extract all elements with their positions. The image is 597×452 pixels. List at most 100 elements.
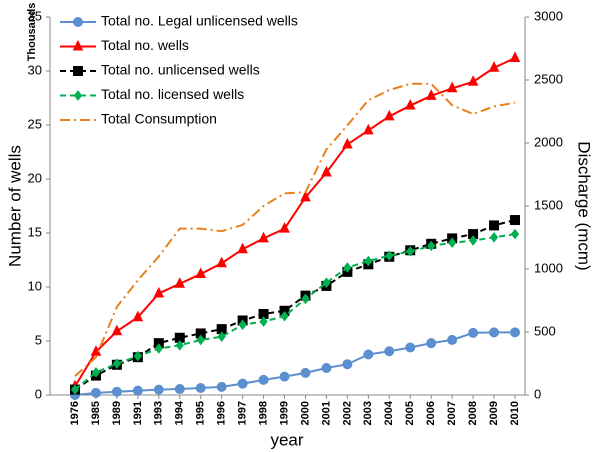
- series-line: [74, 219, 516, 391]
- data-point: [342, 137, 353, 149]
- x-tick-label: 1997: [237, 401, 249, 425]
- series-line: [74, 233, 516, 391]
- y2-tick-label: 2000: [534, 134, 563, 149]
- data-point: [363, 123, 374, 135]
- data-point: [237, 378, 248, 389]
- legend-marker: [73, 66, 83, 76]
- data-point: [279, 371, 290, 382]
- y-tick-label: 35: [28, 8, 42, 23]
- data-point: [489, 327, 500, 338]
- data-point: [385, 250, 394, 261]
- data-point: [363, 349, 374, 360]
- x-tick-label: 1989: [111, 401, 123, 425]
- y-tick-label: 0: [35, 386, 42, 401]
- data-point: [446, 81, 458, 93]
- data-point: [300, 367, 311, 378]
- y-tick-label: 15: [28, 224, 42, 239]
- x-axis-title: year: [270, 430, 303, 449]
- data-point: [383, 109, 395, 121]
- data-point: [279, 222, 290, 233]
- data-point: [364, 255, 373, 267]
- legend-marker: [73, 17, 83, 27]
- data-point: [216, 256, 227, 268]
- data-point: [133, 350, 142, 362]
- data-point: [427, 240, 436, 252]
- data-point: [91, 367, 101, 378]
- y-tick-label: 5: [35, 332, 42, 347]
- legend-label: Total no. Legal unlicensed wells: [101, 13, 298, 29]
- data-point: [406, 246, 415, 257]
- data-point: [175, 340, 184, 351]
- x-tick-label: 2001: [320, 401, 332, 425]
- data-point: [425, 89, 437, 100]
- data-point: [154, 343, 163, 354]
- data-point: [468, 235, 478, 246]
- x-tick-label: 2007: [446, 401, 458, 425]
- data-point: [153, 286, 165, 298]
- x-tick-label: 1999: [278, 401, 290, 425]
- data-point: [404, 98, 416, 110]
- x-tick-label: 2010: [509, 401, 521, 425]
- x-tick-label: 2004: [383, 400, 395, 425]
- data-point: [258, 231, 269, 243]
- data-point: [489, 232, 499, 243]
- y2-tick-label: 2500: [534, 71, 563, 86]
- data-point: [342, 359, 353, 370]
- x-tick-label: 1996: [216, 401, 228, 425]
- data-point: [510, 215, 520, 226]
- data-point: [132, 385, 143, 396]
- data-point: [384, 346, 395, 357]
- data-point: [196, 334, 205, 346]
- x-tick-label: 1991: [132, 401, 144, 425]
- data-point: [510, 327, 520, 338]
- y2-axis-title: Discharge (mcm): [575, 141, 594, 270]
- y2-tick-label: 1000: [534, 260, 563, 275]
- data-point: [258, 374, 269, 385]
- data-point: [237, 242, 248, 254]
- y2-tick-label: 3000: [534, 8, 563, 23]
- y-axis-title: Number of wells: [5, 145, 24, 267]
- y2-tick-label: 500: [534, 323, 556, 338]
- data-point: [90, 387, 101, 398]
- legend-label: Total no. wells: [101, 37, 189, 53]
- data-point: [153, 384, 164, 395]
- data-point: [489, 220, 500, 231]
- data-point: [300, 190, 311, 202]
- data-point: [112, 358, 122, 369]
- x-tick-label: 2003: [362, 401, 374, 425]
- y2-tick-label: 0: [534, 386, 541, 401]
- data-point: [488, 61, 500, 72]
- x-tick-label: 2000: [299, 401, 311, 425]
- data-point: [509, 51, 521, 63]
- x-tick-label: 2006: [425, 401, 437, 425]
- series-line: [74, 82, 516, 377]
- data-point: [321, 363, 332, 373]
- x-tick-label: 2002: [341, 401, 353, 425]
- x-tick-label: 1993: [153, 401, 165, 425]
- data-point: [468, 327, 479, 338]
- data-point: [259, 316, 268, 327]
- x-tick-label: 2009: [488, 401, 500, 425]
- data-point: [467, 75, 479, 86]
- data-point: [322, 277, 331, 288]
- y-tick-label: 10: [28, 278, 42, 293]
- data-point: [174, 384, 185, 395]
- data-point: [426, 338, 437, 349]
- legend-marker: [72, 39, 84, 51]
- legend-label: Total no. licensed wells: [101, 86, 244, 102]
- data-point: [195, 382, 206, 393]
- data-point: [280, 310, 289, 322]
- data-point: [447, 334, 458, 345]
- data-point: [111, 386, 122, 397]
- y-tick-label: 25: [28, 116, 42, 131]
- x-tick-label: 1994: [174, 400, 186, 425]
- data-point: [301, 293, 310, 305]
- y2-tick-label: 1500: [534, 197, 563, 212]
- legend-label: Total no. unlicensed wells: [101, 62, 260, 78]
- data-point: [321, 165, 332, 177]
- y-unit-label: Thousands: [26, 3, 38, 62]
- x-tick-label: 1995: [195, 401, 207, 425]
- data-point: [238, 319, 247, 331]
- legend-label: Total Consumption: [101, 111, 217, 127]
